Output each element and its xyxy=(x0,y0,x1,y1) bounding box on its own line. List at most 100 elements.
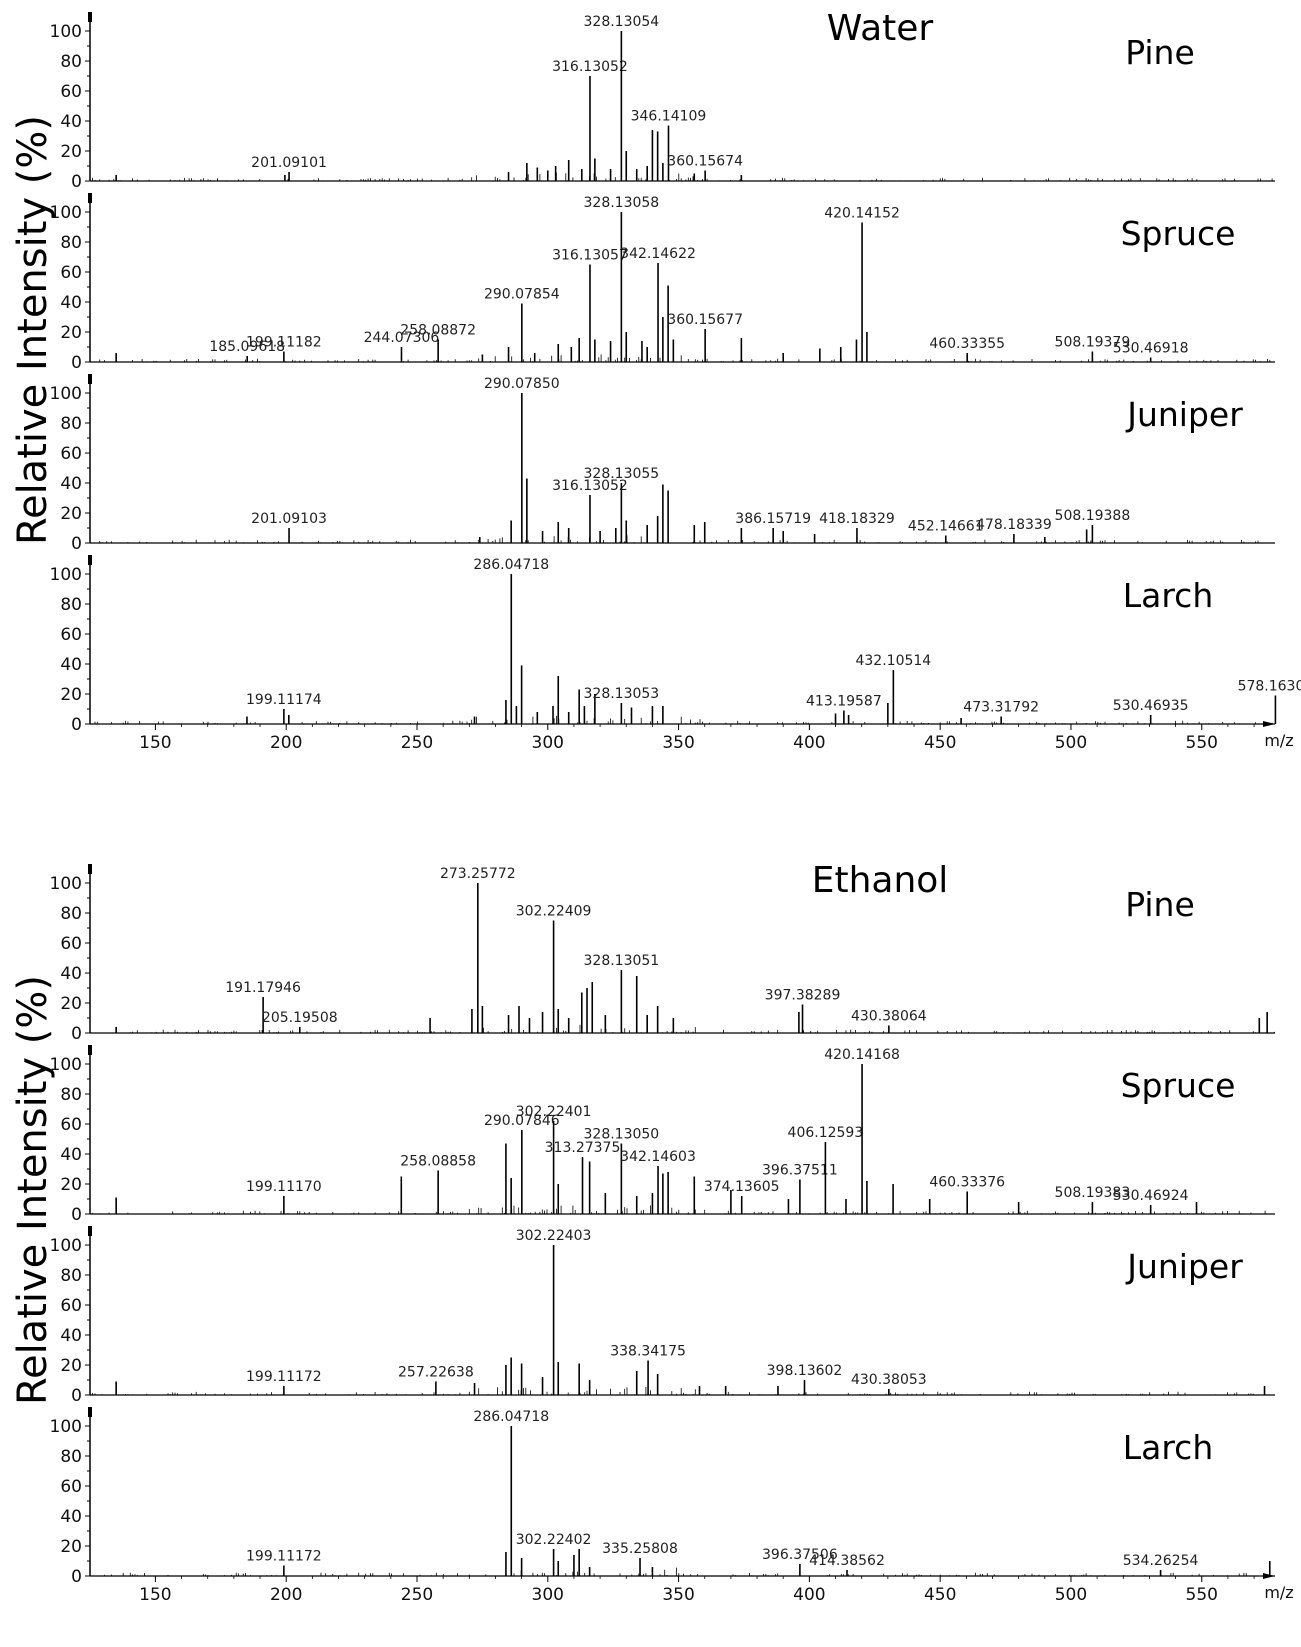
peak-label: 430.38064 xyxy=(851,1009,927,1025)
peak-label: 316.13057 xyxy=(552,248,628,264)
peak-label: 199.11170 xyxy=(246,1179,322,1195)
peak-label: 396.37511 xyxy=(762,1163,838,1179)
sample-name: Pine xyxy=(1125,33,1195,72)
peak-label: 328.13058 xyxy=(584,195,660,211)
peak-label: 398.13602 xyxy=(767,1363,843,1379)
y-tick-label: 100 xyxy=(50,384,82,404)
x-tick-label: 150 xyxy=(139,1585,171,1605)
y-tick-label: 20 xyxy=(60,994,82,1014)
peak-label: 530.46918 xyxy=(1113,341,1189,357)
y-tick-label: 60 xyxy=(60,1477,82,1497)
peak-label: 508.19379 xyxy=(1055,335,1131,351)
solvent-title: Ethanol xyxy=(812,860,949,901)
peak-label: 290.07846 xyxy=(484,1113,560,1129)
noise-peaks xyxy=(94,1567,1273,1576)
x-tick-label: 500 xyxy=(1055,1585,1087,1605)
panel-ethanol-larch: 0 20 40 60 80 100 199.11172 286.04718 302.22402 3… xyxy=(50,1407,1294,1605)
y-tick-label: 80 xyxy=(60,1447,82,1467)
peak-label: 201.09101 xyxy=(251,155,327,171)
peak-label: 328.13050 xyxy=(584,1127,660,1143)
sample-name: Pine xyxy=(1125,885,1195,924)
y-tick-label: 100 xyxy=(50,1055,82,1075)
x-tick-label: 300 xyxy=(532,733,564,753)
peak-label: 316.13052 xyxy=(552,478,628,494)
y-tick-label: 0 xyxy=(71,353,82,373)
panel-water-pine: 0 20 40 60 80 100 201.09101 316.13052 328.13054 3… xyxy=(50,12,1275,192)
noise-peaks xyxy=(94,354,1271,362)
peak-label: 374.13605 xyxy=(704,1179,780,1195)
peak-label: 302.22402 xyxy=(516,1532,592,1548)
peak-label: 286.04718 xyxy=(473,1409,549,1425)
peak-label: 335.25808 xyxy=(602,1541,678,1557)
y-tick-label: 100 xyxy=(50,1417,82,1437)
peak-label: 342.14622 xyxy=(620,246,696,262)
y-tick-label: 0 xyxy=(71,1386,82,1406)
peak-label: 406.12593 xyxy=(788,1125,864,1141)
y-tick-label: 60 xyxy=(60,444,82,464)
x-tick-label: 450 xyxy=(924,1585,956,1605)
noise-peaks xyxy=(92,1205,1266,1214)
peak-label: 302.22401 xyxy=(516,1104,592,1120)
y-tick-label: 80 xyxy=(60,52,82,72)
y-tick-label: 0 xyxy=(71,534,82,554)
x-tick-label: 550 xyxy=(1186,733,1218,753)
peak-label: 386.15719 xyxy=(735,511,811,527)
x-tick-label: 400 xyxy=(793,733,825,753)
x-tick-label: 250 xyxy=(401,1585,433,1605)
y-tick-label: 0 xyxy=(71,1567,82,1587)
peak-label: 418.18329 xyxy=(819,511,895,527)
peak-label: 273.25772 xyxy=(440,866,516,882)
peak-label: 360.15677 xyxy=(667,312,743,328)
panel-water-larch: 0 20 40 60 80 100 199.11174 286.04718 328.13053 4… xyxy=(50,555,1301,753)
peak-label: 302.22403 xyxy=(516,1228,592,1244)
x-axis-arrow xyxy=(1263,1573,1275,1579)
peak-label: 205.19508 xyxy=(262,1010,338,1026)
peak-label: 346.14109 xyxy=(631,109,707,125)
peak-label: 473.31792 xyxy=(963,700,1039,716)
sample-name: Spruce xyxy=(1121,214,1236,253)
peak-label: 290.07850 xyxy=(484,376,560,392)
y-tick-label: 80 xyxy=(60,595,82,615)
y-tick-label: 60 xyxy=(60,625,82,645)
peak-label: 478.18339 xyxy=(976,517,1052,533)
panel-ethanol-pine: 0 20 40 60 80 100 191.17946 205.19508 273.25772 3… xyxy=(50,864,1275,1044)
y-axis-label: Relative Intensity (%) xyxy=(10,115,56,545)
noise-peaks xyxy=(92,1024,1275,1033)
y-tick-label: 80 xyxy=(60,233,82,253)
peak-label: 201.09103 xyxy=(251,511,327,527)
y-tick-label: 60 xyxy=(60,934,82,954)
peak-label: 290.07854 xyxy=(484,287,560,303)
y-tick-label: 0 xyxy=(71,172,82,192)
noise-peaks xyxy=(92,172,1273,181)
peak-label: 316.13052 xyxy=(552,59,628,75)
peak-label: 199.11174 xyxy=(246,692,322,708)
peak-label: 530.46924 xyxy=(1113,1188,1189,1204)
peak-label: 338.34175 xyxy=(610,1344,686,1360)
peak-label: 286.04718 xyxy=(473,557,549,573)
peak-label: 420.14152 xyxy=(824,206,900,222)
x-tick-label: 350 xyxy=(662,1585,694,1605)
y-tick-label: 0 xyxy=(71,1024,82,1044)
peak-label: 508.19383 xyxy=(1055,1185,1131,1201)
y-tick-label: 60 xyxy=(60,1296,82,1316)
peak-label: 360.15674 xyxy=(667,154,743,170)
peak-label: 342.14603 xyxy=(620,1149,696,1165)
peak-label: 191.17946 xyxy=(225,980,301,996)
peak-label: 199.11172 xyxy=(246,1369,322,1385)
x-tick-label: 400 xyxy=(793,1585,825,1605)
noise-peaks xyxy=(99,535,1273,543)
y-tick-label: 100 xyxy=(50,1236,82,1256)
peak-label: 414.38562 xyxy=(809,1553,885,1569)
y-tick-label: 20 xyxy=(60,685,82,705)
y-tick-label: 20 xyxy=(60,142,82,162)
y-tick-label: 60 xyxy=(60,263,82,283)
y-tick-label: 20 xyxy=(60,1356,82,1376)
sample-name: Larch xyxy=(1123,576,1214,615)
peak-label: 258.08858 xyxy=(400,1154,476,1170)
y-tick-label: 40 xyxy=(60,1326,82,1346)
x-tick-label: 550 xyxy=(1186,1585,1218,1605)
x-axis-unit: m/z xyxy=(1264,1583,1293,1602)
y-tick-label: 80 xyxy=(60,904,82,924)
